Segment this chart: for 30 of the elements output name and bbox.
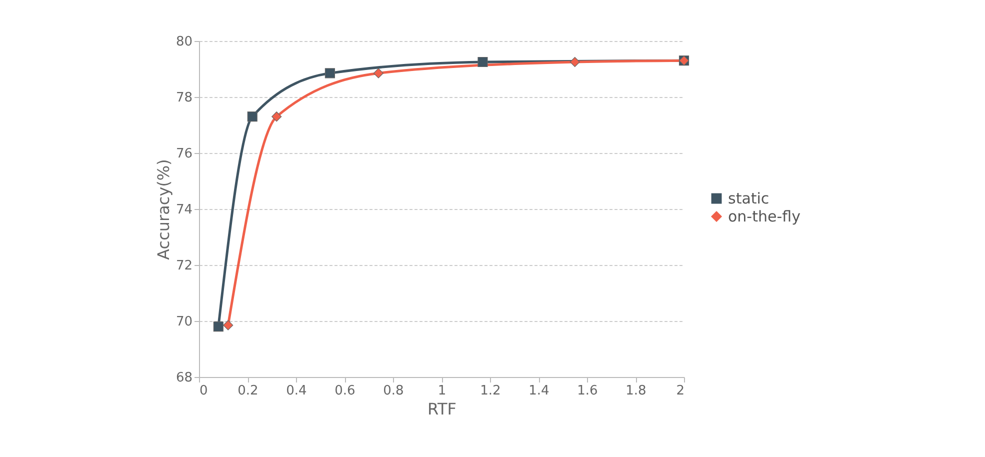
point — [570, 56, 580, 68]
point — [478, 56, 488, 68]
x-tick-label: 0 — [200, 384, 208, 398]
point — [223, 320, 234, 330]
x-tick-label: 0.4 — [286, 384, 307, 398]
y-tick-label: 76 — [176, 146, 192, 162]
point — [213, 322, 224, 332]
y-tick-label: 70 — [176, 314, 192, 330]
x-tick-label: 2 — [676, 384, 684, 398]
y-axis-title: Accuracy(%) — [154, 159, 173, 260]
x-tick-label: 0.8 — [383, 384, 404, 398]
y-tick-label: 80 — [176, 34, 192, 50]
legend-label: on-the-fly — [728, 208, 801, 226]
x-axis-title: RTF — [428, 400, 456, 418]
x-tick-label: 0.6 — [334, 384, 356, 398]
x-tick-label: 0.2 — [238, 384, 258, 398]
x-tick-label: 1.4 — [528, 384, 550, 398]
point — [247, 112, 258, 122]
point — [272, 112, 282, 122]
x-tick-label: 1 — [438, 384, 446, 398]
x-tick-label: 1.8 — [626, 384, 646, 398]
legend-label: static — [728, 190, 770, 208]
point — [373, 68, 384, 78]
x-tick-label: 1.2 — [480, 384, 501, 398]
x-tick-label: 1.6 — [577, 384, 598, 398]
point — [324, 68, 335, 78]
y-tick-label: 72 — [176, 258, 192, 274]
y-tick-label: 74 — [176, 202, 192, 218]
y-tick-label: 68 — [176, 370, 192, 386]
y-tick-label: 78 — [176, 90, 192, 106]
